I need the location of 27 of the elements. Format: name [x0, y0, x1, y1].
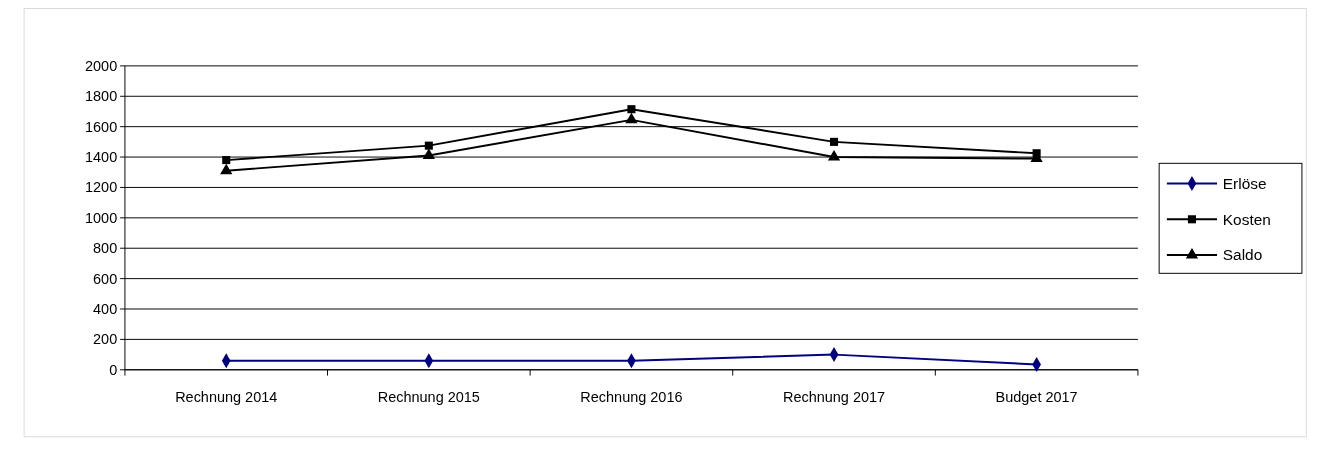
- y-tick-label: 1000: [85, 209, 118, 226]
- point: [829, 137, 839, 146]
- point: [222, 156, 231, 165]
- point: [424, 141, 433, 150]
- legend-label: Erlöse: [1222, 174, 1267, 192]
- point: [220, 163, 233, 175]
- legend-label: Saldo: [1222, 246, 1263, 264]
- y-tick-label: 200: [93, 331, 118, 348]
- x-tick-label: Rechnung 2017: [782, 388, 886, 405]
- y-tick-label: 800: [93, 240, 118, 257]
- point: [625, 112, 638, 124]
- y-tick-label: 600: [93, 270, 118, 287]
- y-tick-label: 0: [109, 361, 118, 378]
- y-tick-label: 1800: [85, 88, 118, 105]
- y-tick-label: 1200: [85, 179, 118, 196]
- legend-label: Kosten: [1222, 210, 1271, 228]
- y-tick-label: 2000: [85, 57, 118, 74]
- point: [627, 105, 636, 114]
- point: [827, 149, 841, 161]
- x-tick-label: Rechnung 2016: [580, 388, 683, 405]
- point: [422, 148, 435, 160]
- y-tick-label: 400: [93, 301, 118, 318]
- y-tick-label: 1600: [85, 118, 118, 135]
- x-tick-label: Rechnung 2014: [175, 388, 278, 405]
- x-tick-label: Budget 2017: [995, 388, 1078, 405]
- x-tick-label: Rechnung 2015: [377, 388, 480, 405]
- y-tick-label: 1400: [85, 149, 118, 166]
